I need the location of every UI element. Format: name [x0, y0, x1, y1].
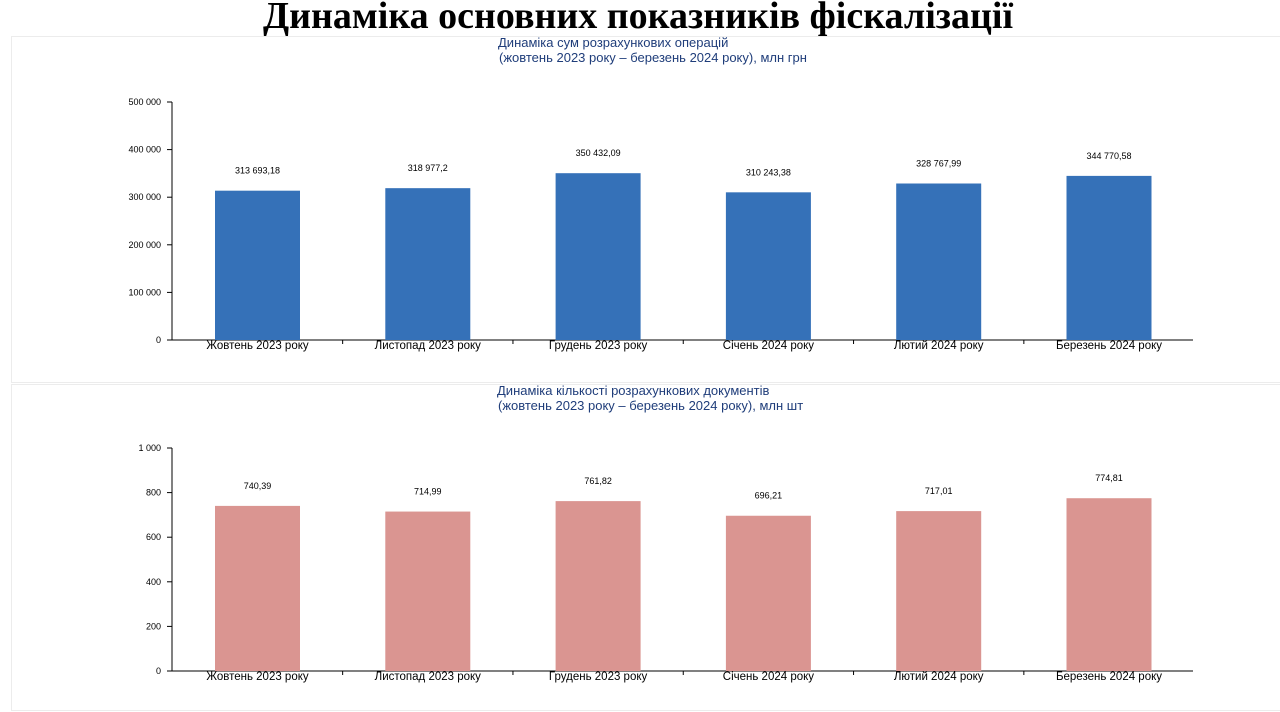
chart2-y-tick-label: 400	[146, 577, 161, 587]
chart2-data-label: 714,99	[414, 487, 442, 497]
chart2-category-label: Лютий 2024 року	[894, 671, 984, 683]
chart1-bar	[896, 183, 982, 340]
chart2-y-tick-label: 1 000	[138, 443, 161, 453]
chart2-bar	[1066, 498, 1152, 671]
chart1-category-label: Грудень 2023 року	[549, 340, 648, 352]
chart1-data-label: 310 243,38	[746, 167, 791, 177]
chart2-category-label: Жовтень 2023 року	[206, 671, 309, 683]
chart1-y-tick-label: 300 000	[128, 192, 161, 202]
chart1-category-label: Листопад 2023 року	[375, 340, 482, 352]
chart1-y-tick-label: 400 000	[128, 145, 161, 155]
chart2-data-label: 696,21	[755, 491, 783, 501]
chart2-y-tick-label: 0	[156, 666, 161, 676]
chart2-y-tick-label: 600	[146, 532, 161, 542]
chart2-bar	[555, 501, 641, 671]
chart2-category-label: Грудень 2023 року	[549, 671, 648, 683]
chart2-bar	[215, 505, 300, 671]
chart1-bar	[215, 190, 300, 340]
chart2-y-tick-label: 800	[146, 488, 161, 498]
chart1-data-label: 328 767,99	[916, 159, 961, 169]
chart1-data-label: 344 770,58	[1086, 151, 1131, 161]
chart1-category-label: Лютий 2024 року	[894, 340, 984, 352]
chart1-bar	[725, 192, 811, 340]
chart2-category-label: Січень 2024 року	[723, 671, 815, 683]
chart2-data-label: 717,01	[925, 486, 953, 496]
chart2-bar	[896, 511, 982, 671]
chart1-data-label: 313 693,18	[235, 166, 280, 176]
chart2-data-label: 761,82	[584, 476, 612, 486]
chart2-data-label: 740,39	[244, 481, 272, 491]
chart2-data-label: 774,81	[1095, 473, 1123, 483]
chart1-bar	[555, 173, 641, 340]
chart2-subtitle: (жовтень 2023 року – березень 2024 року)…	[498, 398, 803, 413]
chart1-y-tick-label: 100 000	[128, 287, 161, 297]
chart1-category-label: Березень 2024 року	[1056, 340, 1162, 352]
page-title: Динаміка основних показників фіскалізаці…	[262, 0, 1014, 37]
chart1-data-label: 350 432,09	[576, 148, 621, 158]
chart1-y-tick-label: 200 000	[128, 240, 161, 250]
chart2-bar	[385, 511, 471, 671]
chart2-category-label: Березень 2024 року	[1056, 671, 1162, 683]
chart1-category-label: Січень 2024 року	[723, 340, 815, 352]
chart2-category-label: Листопад 2023 року	[375, 671, 482, 683]
chart1-y-tick-label: 0	[156, 335, 161, 345]
chart1-bar	[385, 188, 471, 340]
chart2-y-tick-label: 200	[146, 621, 161, 631]
chart2-bar	[725, 515, 811, 671]
chart1-title: Динаміка сум розрахункових операцій	[498, 35, 728, 50]
chart1-subtitle: (жовтень 2023 року – березень 2024 року)…	[499, 50, 807, 65]
chart2-title: Динаміка кількості розрахункових докумен…	[497, 383, 770, 398]
chart1-category-label: Жовтень 2023 року	[206, 340, 309, 352]
chart1-bar	[1066, 175, 1152, 340]
chart1-data-label: 318 977,2	[408, 163, 448, 173]
chart1-y-tick-label: 500 000	[128, 97, 161, 107]
